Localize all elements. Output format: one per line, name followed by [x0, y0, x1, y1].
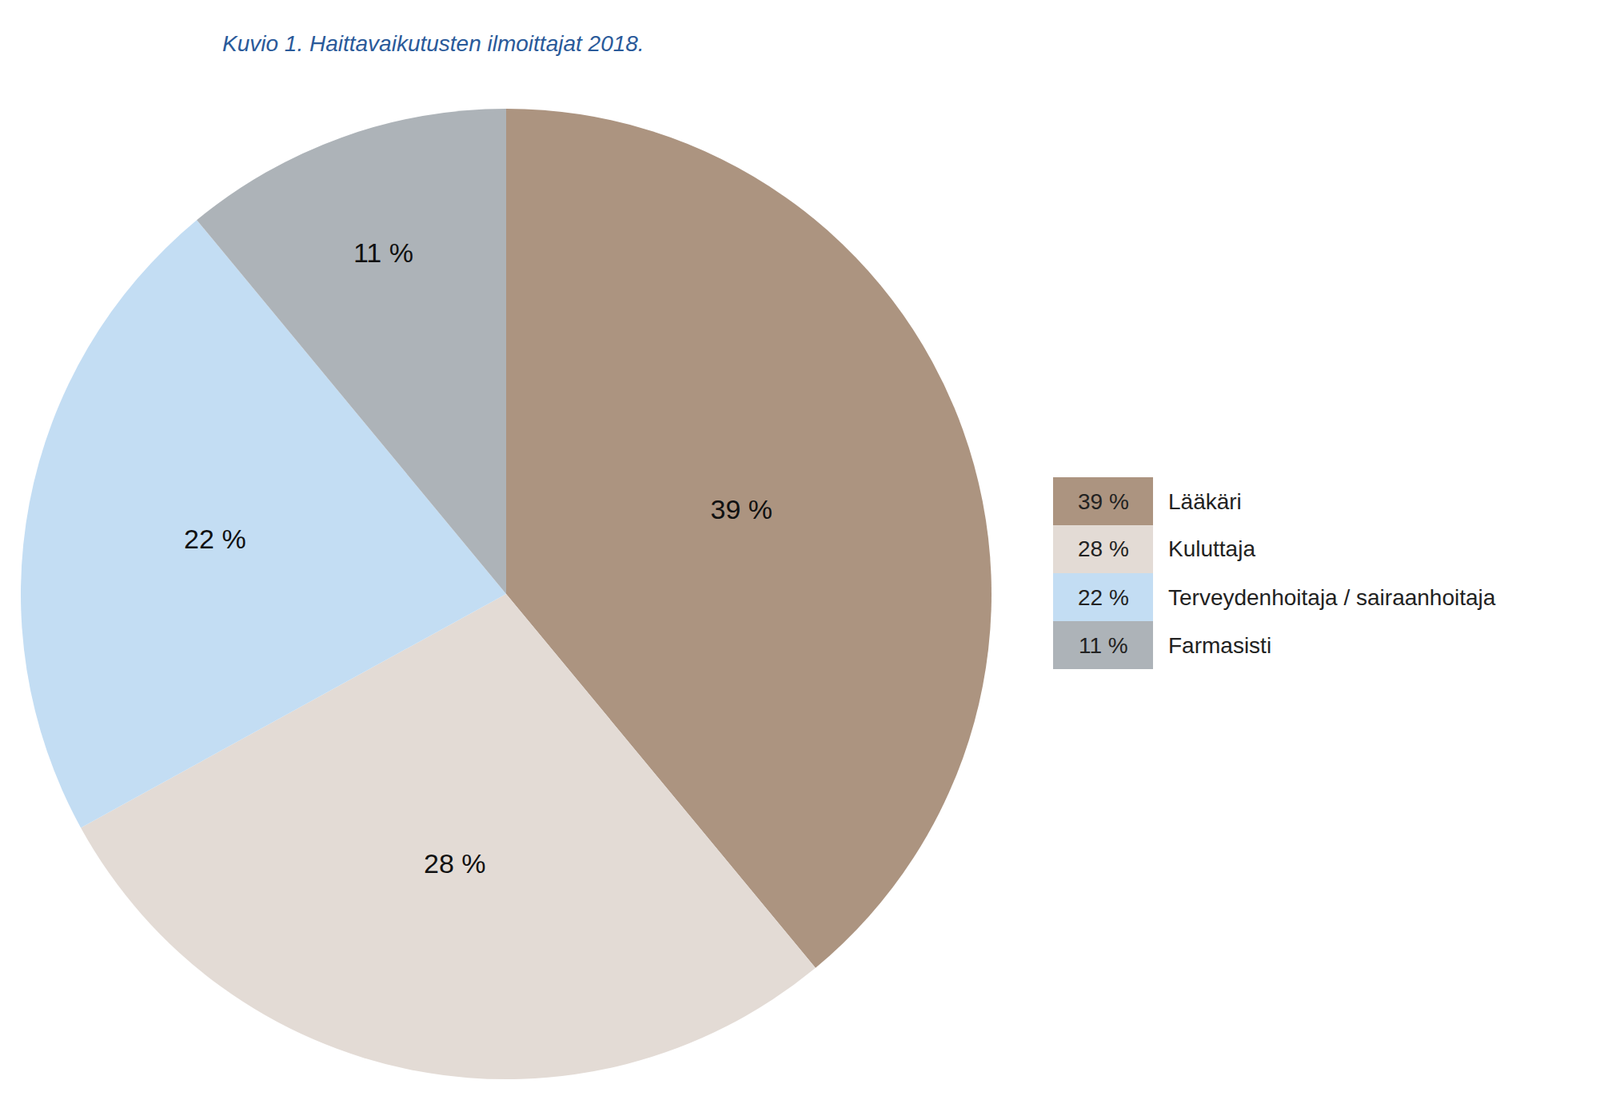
svg-text:39 %: 39 % [1077, 489, 1130, 515]
svg-text:11 %: 11 % [353, 237, 414, 268]
svg-text:Kuluttaja: Kuluttaja [1168, 536, 1256, 562]
svg-text:Terveydenhoitaja / sairaanhoit: Terveydenhoitaja / sairaanhoitaja [1168, 585, 1497, 611]
svg-text:Farmasisti: Farmasisti [1168, 633, 1272, 659]
svg-text:22 %: 22 % [183, 523, 247, 555]
svg-text:28 %: 28 % [423, 848, 487, 879]
svg-text:Kuvio 1. Haittavaikutusten ilm: Kuvio 1. Haittavaikutusten ilmoittajat 2… [222, 31, 645, 56]
svg-text:22 %: 22 % [1077, 585, 1130, 611]
svg-text:39 %: 39 % [710, 494, 774, 525]
svg-text:11 %: 11 % [1078, 633, 1129, 659]
svg-text:Lääkäri: Lääkäri [1168, 489, 1242, 515]
svg-text:28 %: 28 % [1077, 536, 1130, 562]
